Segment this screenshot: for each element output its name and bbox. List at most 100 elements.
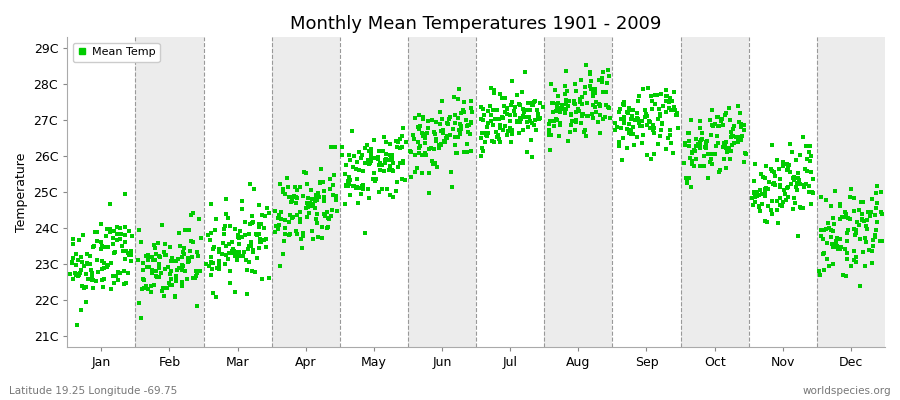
Point	[238, 219, 252, 226]
Point	[465, 109, 480, 115]
Point	[583, 70, 598, 77]
Point	[870, 183, 885, 190]
Point	[427, 128, 441, 135]
Point	[479, 132, 493, 138]
Point	[602, 115, 616, 122]
Point	[210, 265, 224, 272]
Point	[426, 161, 440, 168]
Point	[659, 93, 673, 100]
Point	[564, 122, 579, 128]
Point	[406, 132, 420, 138]
Point	[282, 232, 296, 238]
Point	[382, 191, 397, 198]
Point	[520, 119, 535, 126]
Point	[678, 142, 692, 148]
Point	[796, 204, 810, 211]
Point	[448, 150, 463, 156]
Point	[735, 132, 750, 139]
Point	[204, 266, 219, 272]
Point	[641, 84, 655, 91]
Point	[623, 107, 637, 113]
Point	[314, 235, 328, 241]
Point	[437, 139, 452, 145]
Point	[433, 142, 447, 148]
Point	[372, 189, 386, 195]
Point	[780, 184, 795, 191]
Point	[328, 144, 342, 150]
Point	[68, 262, 83, 268]
Point	[569, 117, 583, 123]
Point	[94, 258, 109, 264]
Point	[724, 128, 738, 135]
Point	[107, 228, 122, 234]
Point	[290, 230, 304, 237]
Point	[94, 221, 108, 228]
Point	[194, 235, 208, 242]
Point	[814, 227, 829, 234]
Point	[207, 244, 221, 251]
Point	[338, 183, 353, 189]
Bar	[476, 37, 544, 347]
Point	[662, 105, 676, 112]
Point	[588, 90, 602, 96]
Point	[346, 183, 361, 189]
Point	[141, 264, 156, 271]
Point	[297, 169, 311, 176]
Point	[852, 235, 867, 242]
Point	[685, 150, 699, 157]
Point	[80, 261, 94, 268]
Point	[659, 109, 673, 115]
Point	[252, 224, 266, 230]
Point	[150, 240, 165, 246]
Point	[630, 114, 644, 121]
Point	[598, 102, 613, 108]
Point	[164, 258, 178, 265]
Point	[527, 122, 542, 128]
Point	[850, 230, 864, 236]
Point	[222, 268, 237, 274]
Point	[518, 69, 533, 76]
Point	[616, 134, 630, 141]
Point	[451, 96, 465, 102]
Point	[580, 112, 595, 119]
Point	[364, 146, 379, 152]
Point	[655, 120, 670, 126]
Point	[755, 191, 770, 197]
Point	[835, 214, 850, 220]
Point	[792, 176, 806, 183]
Point	[775, 202, 789, 209]
Point	[212, 266, 226, 272]
Point	[473, 116, 488, 122]
Point	[831, 246, 845, 253]
Point	[586, 102, 600, 108]
Point	[78, 271, 93, 277]
Text: worldspecies.org: worldspecies.org	[803, 386, 891, 396]
Point	[113, 270, 128, 276]
Point	[617, 120, 632, 126]
Point	[868, 204, 883, 211]
Point	[165, 282, 179, 288]
Point	[692, 163, 706, 170]
Point	[420, 118, 435, 124]
Point	[244, 238, 258, 245]
Point	[705, 132, 719, 138]
Point	[249, 254, 264, 261]
Point	[146, 257, 160, 263]
Point	[302, 209, 317, 216]
Point	[748, 199, 762, 205]
Point	[829, 238, 843, 244]
Point	[346, 127, 360, 134]
Point	[476, 147, 491, 154]
Point	[111, 277, 125, 283]
Point	[685, 158, 699, 164]
Point	[745, 194, 760, 201]
Point	[518, 114, 533, 120]
Point	[511, 130, 526, 136]
Point	[563, 128, 578, 135]
Point	[182, 227, 196, 234]
Point	[544, 146, 558, 153]
Point	[522, 114, 536, 120]
Point	[582, 69, 597, 76]
Point	[293, 209, 308, 216]
Point	[184, 238, 198, 244]
